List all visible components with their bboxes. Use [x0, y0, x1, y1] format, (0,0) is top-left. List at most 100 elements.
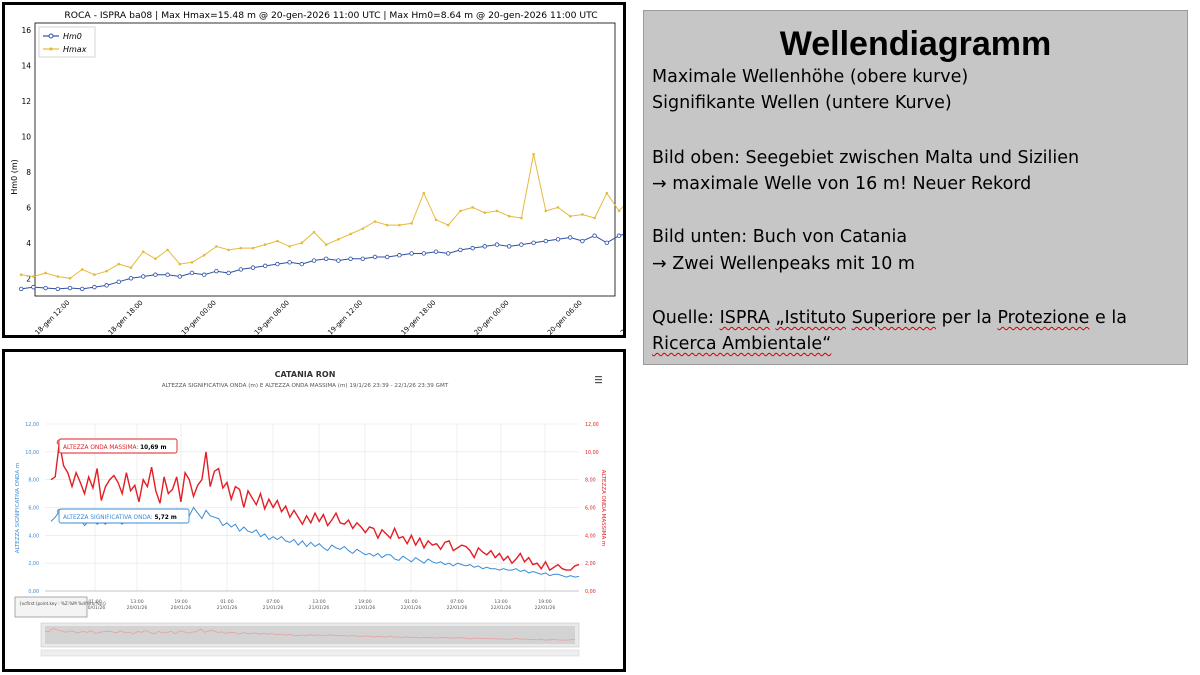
roca-hm0-point: [604, 240, 609, 246]
roca-hmax-point: [117, 262, 121, 266]
roca-hmax-point: [385, 223, 389, 227]
catania-right-tick-label: 4,00: [585, 533, 596, 539]
roca-hmax-point: [532, 152, 535, 156]
roca-hm0-point: [263, 263, 268, 269]
roca-x-tick-label: 18-gen 12:00: [33, 299, 71, 335]
text-line-image-top: Bild oben: Seegebiet zwischen Malta und …: [652, 148, 1080, 168]
catania-right-axis-label: ALTEZZA ONDA MASSIMA m: [600, 470, 606, 547]
roca-hmax-point: [166, 248, 169, 252]
catania-x-tick-date: 20/01/26: [85, 605, 106, 611]
roca-hm0-point: [214, 268, 219, 274]
roca-x-tick-label: 20-gen 00:00: [473, 299, 511, 335]
catania-x-tick-date: 21/01/26: [355, 605, 376, 611]
roca-hm0-point: [458, 247, 463, 253]
roca-hmax-point: [129, 266, 133, 269]
roca-hm0-point: [92, 284, 97, 290]
roca-hm0-point: [55, 286, 60, 292]
roca-hmax-point: [568, 214, 572, 218]
roca-hm0-point: [238, 267, 243, 272]
roca-hm0-point: [43, 285, 48, 291]
roca-hmax-point: [263, 243, 267, 246]
roca-hmax-point: [556, 206, 560, 209]
roca-axes: 2 4 6 8 10 12 14 16 18-gen 12:00 18-gen 18:00 19-g…: [21, 22, 657, 337]
navigator-scrollbar[interactable]: [40, 649, 580, 657]
roca-hm0-point: [421, 251, 426, 256]
roca-hmax-point: [32, 275, 35, 278]
text-line-image-bottom: Bild unten: Buch von Catania: [652, 227, 908, 247]
roca-hmax-point: [605, 191, 609, 195]
roca-chart-panel: ROCA - ISPRA ba08 | Max Hmax=15.48 m @ 2…: [2, 2, 1200, 338]
catania-x-tick-time: 07:00: [266, 599, 279, 605]
text-line-peaks: → Zwei Wellenpeaks mit 10 m: [652, 254, 915, 274]
roca-hm0-point: [226, 270, 231, 276]
catania-left-tick-label: 6,00: [28, 506, 39, 512]
roca-hmax-point: [93, 273, 96, 277]
roca-legend-hm0: Hm0: [63, 32, 82, 41]
roca-hmax-point: [251, 246, 255, 250]
catania-right-tick-label: 12,00: [585, 422, 599, 428]
roca-hm0-point: [299, 261, 304, 267]
catania-x-tick-date: 22/01/26: [491, 605, 512, 611]
catania-left-axis-label: ALTEZZA SIGNIFICATIVA ONDA m: [15, 463, 21, 553]
roca-chart: ROCA - ISPRA ba08 | Max Hmax=15.48 m @ 2…: [10, 10, 1200, 337]
roca-hm0-point: [177, 274, 182, 279]
roca-hmax-point: [324, 243, 328, 246]
roca-y-tick-label: 6: [26, 203, 31, 212]
catania-x-tick-time: 19:00: [538, 599, 551, 605]
roca-hm0-point: [616, 233, 622, 238]
roca-y-tick-label: 8: [26, 168, 31, 177]
roca-hm0-point: [543, 238, 548, 244]
catania-x-tick-time: 19:00: [174, 599, 187, 605]
catania-x-tick-time: 07:00: [450, 599, 463, 605]
explanation-box: Wellendiagramm Maximale Wellenhöhe (ober…: [643, 10, 1188, 365]
roca-hm0-point: [592, 233, 597, 238]
text-line-record: → maximale Welle von 16 m! Neuer Rekord: [652, 174, 1032, 194]
roca-y-tick-label: 2: [26, 274, 31, 283]
roca-x-tick-label: 19-gen 00:00: [180, 299, 218, 335]
catania-left-tick-label: 8,00: [28, 478, 39, 484]
catania-chart-subtitle: ALTEZZA SIGNIFICATIVA ONDA (m) E ALTEZZA…: [162, 383, 449, 389]
slide-title: Wellendiagramm: [779, 25, 1052, 63]
catania-x-tick-time: 13:00: [130, 599, 143, 605]
text-line-source: Quelle: ISPRA „Istituto Superiore per la…: [652, 308, 1127, 328]
roca-hmax-point: [202, 253, 206, 257]
text-line-source-cont: Ricerca Ambientale“: [652, 334, 832, 354]
catania-left-tick-label: 4,00: [28, 533, 39, 539]
tooltip-max-label: ALTEZZA ONDA MASSIMA:: [63, 445, 138, 451]
roca-hm0-point: [580, 238, 585, 244]
roca-y-tick-label: 12: [21, 97, 31, 106]
catania-x-tick-date: 22/01/26: [535, 605, 556, 611]
catania-x-tick-date: 20/01/26: [171, 605, 192, 611]
roca-hm0-point: [189, 270, 195, 276]
tooltip-sig-value: 5,72 m: [154, 515, 176, 521]
roca-hmax-point: [410, 222, 413, 225]
roca-hmax-point: [80, 268, 84, 271]
menu-icon[interactable]: [595, 376, 602, 384]
roca-y-tick-label: 16: [21, 26, 31, 35]
roca-hm0-point: [165, 272, 170, 277]
export-tooltip: {xcfirst (point.key : %Z:%M %d/%m/%y)}: [14, 596, 107, 618]
catania-x-tick-date: 21/01/26: [309, 605, 330, 611]
roca-hm0-point: [275, 261, 280, 267]
roca-legend-hmax: Hmax: [63, 45, 87, 54]
roca-hmax-point: [178, 262, 182, 266]
roca-hm0-point: [287, 260, 292, 265]
roca-hm0-point: [348, 256, 353, 261]
roca-hm0-point: [104, 283, 109, 288]
svg-text:ALTEZZA ONDA MASSIMA: 10,69 m: ALTEZZA ONDA MASSIMA: 10,69 m: [63, 445, 167, 451]
roca-hmax-point: [507, 214, 511, 218]
catania-x-tick-date: 20/01/26: [127, 605, 148, 611]
roca-hm0-point: [470, 245, 475, 251]
roca-hm0-point: [67, 285, 73, 291]
roca-hm0-point: [324, 256, 329, 261]
catania-x-tick-time: 13:00: [312, 599, 325, 605]
catania-left-tick-label: 0,00: [28, 589, 39, 595]
catania-left-tick-label: 10,00: [25, 450, 39, 456]
catania-right-tick-label: 10,00: [585, 450, 599, 456]
catania-series: [50, 439, 580, 578]
roca-hm0-point: [372, 254, 378, 260]
navigator[interactable]: [40, 622, 580, 657]
tooltip-max-value: 10,69 m: [140, 445, 166, 451]
roca-hm0-point: [446, 251, 451, 256]
roca-hmax-point: [361, 227, 365, 230]
